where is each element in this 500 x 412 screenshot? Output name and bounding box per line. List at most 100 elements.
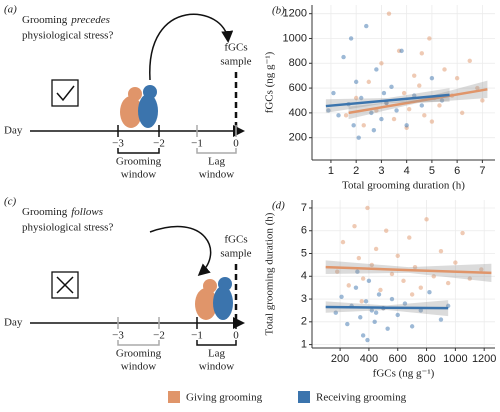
- question-text: physiological stress?: [22, 30, 113, 42]
- point: [437, 103, 442, 108]
- question-text: physiological stress?: [22, 222, 113, 234]
- point: [366, 79, 371, 85]
- point: [406, 106, 412, 112]
- arrow: [149, 13, 234, 81]
- window-bracket: [196, 148, 237, 154]
- point: [373, 310, 379, 315]
- point: [336, 113, 341, 118]
- x-tick-label: 400: [360, 353, 378, 365]
- point: [479, 267, 484, 272]
- point: [353, 285, 359, 290]
- y-tick-label: 6: [301, 225, 307, 237]
- point: [395, 312, 400, 318]
- window-bracket: [117, 148, 160, 154]
- day-label: −2: [153, 330, 165, 342]
- sample-label: sample: [220, 248, 251, 260]
- point: [372, 319, 377, 325]
- point: [374, 67, 379, 72]
- point: [343, 113, 349, 118]
- point: [404, 123, 409, 128]
- point: [453, 260, 458, 265]
- fit-line: [348, 88, 488, 115]
- y-tick-label: 7: [301, 202, 307, 214]
- point: [409, 324, 415, 329]
- point: [364, 23, 369, 29]
- x-tick-label: 4: [404, 165, 410, 177]
- point: [356, 255, 362, 261]
- point: [418, 308, 423, 313]
- point: [360, 333, 366, 338]
- answer-box: [51, 79, 79, 107]
- monkey-giving-head: [128, 87, 142, 101]
- point: [345, 321, 350, 327]
- x-tick-label: 800: [417, 353, 435, 365]
- x-tick-label: 200: [331, 353, 349, 365]
- fit-line: [325, 265, 492, 275]
- point: [346, 283, 351, 288]
- y-tick-label: 400: [289, 107, 307, 119]
- x-tick-label: 3: [378, 165, 384, 177]
- sample-label: fGCs: [224, 234, 247, 246]
- point: [355, 269, 360, 274]
- day-label: −1: [191, 138, 203, 150]
- monkey-giving-head: [203, 279, 217, 293]
- x-tick-label: 1: [328, 165, 334, 177]
- x-axis-title: Total grooming duration (h): [342, 180, 465, 192]
- point: [418, 285, 423, 290]
- point: [412, 264, 418, 270]
- fit-line: [325, 305, 449, 310]
- point: [475, 85, 480, 91]
- point: [379, 116, 384, 122]
- y-tick-label: 1: [301, 338, 307, 350]
- question-emphasis: precedes: [70, 14, 110, 26]
- point: [361, 123, 366, 128]
- y-axis-title: Total grooming duration (h): [264, 212, 276, 335]
- monkey-receiving-head: [143, 85, 157, 99]
- fit-line: [325, 93, 450, 108]
- point: [395, 253, 400, 258]
- point: [399, 48, 404, 54]
- panel-label: (d): [272, 200, 285, 212]
- x-axis-title: fGCs (ng g⁻¹): [373, 368, 435, 380]
- point: [353, 79, 359, 85]
- point: [389, 84, 394, 90]
- question-text: Grooming: [22, 206, 68, 218]
- y-tick-label: 800: [289, 57, 307, 69]
- y-tick-label: 5: [301, 247, 307, 259]
- point: [412, 73, 417, 78]
- point: [445, 280, 451, 286]
- point: [467, 58, 472, 63]
- monkey-giving: [120, 96, 142, 128]
- point: [384, 228, 389, 233]
- x-tick-label: 5: [429, 165, 435, 177]
- point: [353, 95, 359, 101]
- point: [391, 116, 397, 122]
- monkey-receiving: [138, 94, 158, 128]
- legend-label: Giving grooming: [186, 392, 263, 404]
- point: [431, 274, 436, 279]
- point: [467, 276, 472, 281]
- point: [427, 290, 432, 295]
- point: [369, 308, 374, 313]
- point: [480, 98, 485, 103]
- x-tick-label: 7: [479, 165, 485, 177]
- point: [366, 278, 372, 284]
- point: [385, 326, 390, 331]
- point: [422, 113, 427, 118]
- point: [427, 36, 432, 41]
- question-text: Grooming: [22, 14, 68, 26]
- point: [351, 123, 356, 128]
- cross-mark: [56, 276, 74, 294]
- point: [417, 83, 422, 88]
- point: [359, 299, 364, 304]
- point: [360, 276, 366, 281]
- point: [373, 246, 379, 252]
- window-label: window: [199, 169, 235, 181]
- point: [401, 278, 406, 284]
- point: [365, 205, 370, 211]
- axis-label: Day: [4, 317, 23, 329]
- point: [429, 75, 435, 81]
- point: [389, 296, 395, 302]
